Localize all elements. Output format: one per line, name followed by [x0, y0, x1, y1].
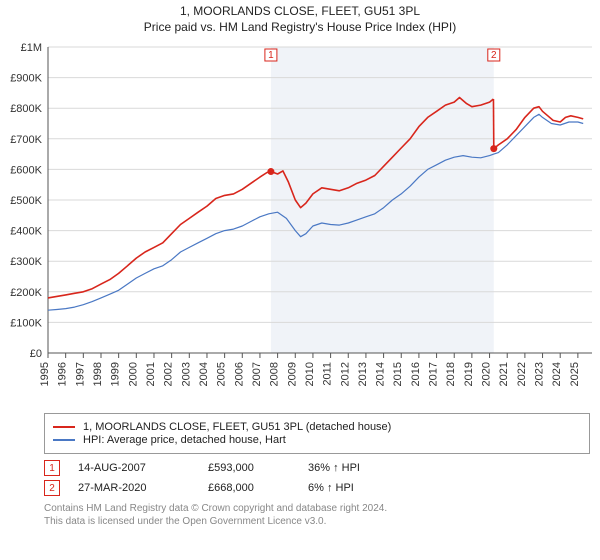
legend-row-2: HPI: Average price, detached house, Hart — [53, 434, 581, 446]
svg-text:1998: 1998 — [92, 362, 104, 386]
svg-text:2020: 2020 — [481, 362, 493, 386]
chart-svg: £0 £100K £200K £300K £400K £500K £600K £700K £80… — [0, 37, 600, 407]
svg-text:2002: 2002 — [163, 362, 175, 386]
svg-text:£0: £0 — [30, 348, 42, 360]
svg-text:2006: 2006 — [233, 362, 245, 386]
sale-marker-1: 1 — [44, 460, 60, 476]
svg-text:2008: 2008 — [269, 362, 281, 386]
sale-diff-1: 36% ↑ HPI — [308, 462, 398, 474]
svg-text:2014: 2014 — [375, 362, 387, 386]
svg-text:£1M: £1M — [21, 42, 42, 54]
svg-text:£100K: £100K — [10, 318, 42, 330]
svg-text:2005: 2005 — [216, 362, 228, 386]
svg-text:£800K: £800K — [10, 103, 42, 115]
chart-area: £0 £100K £200K £300K £400K £500K £600K £700K £80… — [0, 37, 600, 407]
svg-text:£400K: £400K — [10, 226, 42, 238]
svg-text:2023: 2023 — [534, 362, 546, 386]
svg-text:2012: 2012 — [339, 362, 351, 386]
svg-text:£700K: £700K — [10, 134, 42, 146]
legend-row-1: 1, MOORLANDS CLOSE, FLEET, GU51 3PL (det… — [53, 421, 581, 433]
footer-line-1: Contains HM Land Registry data © Crown c… — [44, 502, 590, 515]
legend-label-1: 1, MOORLANDS CLOSE, FLEET, GU51 3PL (det… — [83, 421, 391, 433]
svg-text:£300K: £300K — [10, 256, 42, 268]
svg-text:1996: 1996 — [57, 362, 69, 386]
title-line-1: 1, MOORLANDS CLOSE, FLEET, GU51 3PL — [0, 4, 600, 20]
legend-label-2: HPI: Average price, detached house, Hart — [83, 434, 286, 446]
sale-price-1: £593,000 — [208, 462, 308, 474]
svg-text:£900K: £900K — [10, 73, 42, 85]
svg-text:1997: 1997 — [74, 362, 86, 386]
svg-text:2011: 2011 — [322, 362, 334, 386]
sale-marker-2: 2 — [44, 480, 60, 496]
svg-text:1995: 1995 — [39, 362, 51, 386]
svg-text:1: 1 — [268, 50, 274, 61]
svg-text:2004: 2004 — [198, 362, 210, 386]
svg-text:2018: 2018 — [445, 362, 457, 386]
svg-text:2015: 2015 — [392, 362, 404, 386]
sale-diff-2: 6% ↑ HPI — [308, 482, 398, 494]
svg-text:2021: 2021 — [498, 362, 510, 386]
svg-text:2009: 2009 — [286, 362, 298, 386]
svg-text:2: 2 — [491, 50, 497, 61]
svg-text:£600K: £600K — [10, 165, 42, 177]
svg-text:2016: 2016 — [410, 362, 422, 386]
svg-text:2010: 2010 — [304, 362, 316, 386]
svg-text:2024: 2024 — [551, 362, 563, 386]
chart-container: 1, MOORLANDS CLOSE, FLEET, GU51 3PL Pric… — [0, 0, 600, 528]
svg-text:2003: 2003 — [180, 362, 192, 386]
footer: Contains HM Land Registry data © Crown c… — [44, 502, 590, 528]
legend-swatch-1 — [53, 426, 75, 428]
svg-text:2019: 2019 — [463, 362, 475, 386]
svg-text:2025: 2025 — [569, 362, 581, 386]
sales-table: 1 14-AUG-2007 £593,000 36% ↑ HPI 2 27-MA… — [44, 460, 590, 496]
legend-swatch-2 — [53, 439, 75, 441]
sale-price-2: £668,000 — [208, 482, 308, 494]
sales-row-1: 1 14-AUG-2007 £593,000 36% ↑ HPI — [44, 460, 590, 476]
svg-text:1999: 1999 — [110, 362, 122, 386]
svg-text:2001: 2001 — [145, 362, 157, 386]
sale-date-1: 14-AUG-2007 — [78, 462, 208, 474]
svg-text:£500K: £500K — [10, 195, 42, 207]
svg-text:2000: 2000 — [127, 362, 139, 386]
footer-line-2: This data is licensed under the Open Gov… — [44, 515, 590, 528]
title-block: 1, MOORLANDS CLOSE, FLEET, GU51 3PL Pric… — [0, 0, 600, 37]
sales-row-2: 2 27-MAR-2020 £668,000 6% ↑ HPI — [44, 480, 590, 496]
svg-text:£200K: £200K — [10, 287, 42, 299]
legend: 1, MOORLANDS CLOSE, FLEET, GU51 3PL (det… — [44, 413, 590, 454]
sale-date-2: 27-MAR-2020 — [78, 482, 208, 494]
svg-text:2017: 2017 — [428, 362, 440, 386]
svg-text:2007: 2007 — [251, 362, 263, 386]
svg-text:2022: 2022 — [516, 362, 528, 386]
title-line-2: Price paid vs. HM Land Registry's House … — [0, 20, 600, 36]
svg-text:2013: 2013 — [357, 362, 369, 386]
